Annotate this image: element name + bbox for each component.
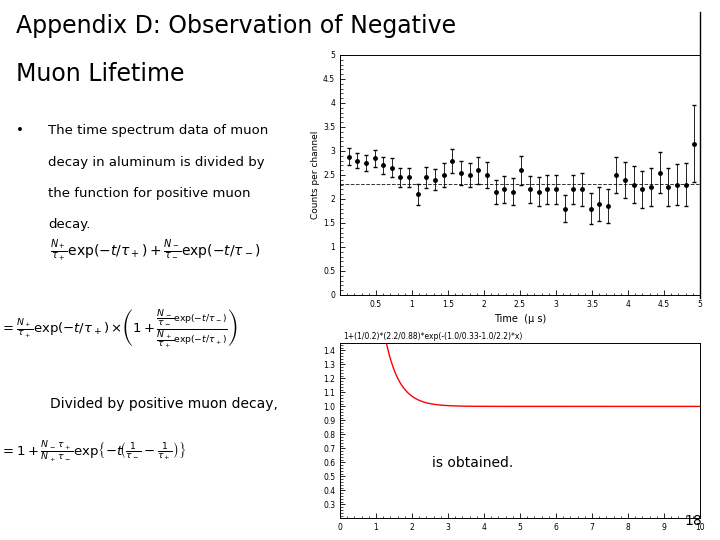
Text: decay in aluminum is divided by: decay in aluminum is divided by	[48, 156, 265, 168]
Text: $= 1 + \frac{N_-\,\tau_+}{N_+\,\tau_-}\exp\!\left\{-t\!\left(\frac{1}{\tau_-} - : $= 1 + \frac{N_-\,\tau_+}{N_+\,\tau_-}\e…	[0, 440, 186, 465]
Text: 18: 18	[684, 514, 702, 528]
Text: Appendix D: Observation of Negative: Appendix D: Observation of Negative	[16, 14, 456, 37]
Text: •: •	[16, 124, 24, 137]
Text: the function for positive muon: the function for positive muon	[48, 187, 251, 200]
Text: The time spectrum data of muon: The time spectrum data of muon	[48, 124, 269, 137]
Text: decay.: decay.	[48, 218, 91, 231]
Text: Muon Lifetime: Muon Lifetime	[16, 62, 184, 86]
Text: $\frac{N_+}{\tau_+}\mathrm{exp}(-t/\tau_+) + \frac{N_-}{\tau_-}\mathrm{exp}(-t/\: $\frac{N_+}{\tau_+}\mathrm{exp}(-t/\tau_…	[50, 238, 261, 264]
X-axis label: Time  (μ s): Time (μ s)	[494, 314, 546, 325]
Y-axis label: Counts per channel: Counts per channel	[311, 131, 320, 219]
Text: is obtained.: is obtained.	[432, 456, 513, 470]
Text: Divided by positive muon decay,: Divided by positive muon decay,	[50, 397, 278, 411]
Text: 1+(1/0.2)*(2.2/0.88)*exp(-(1.0/0.33-1.0/2.2)*x): 1+(1/0.2)*(2.2/0.88)*exp(-(1.0/0.33-1.0/…	[343, 332, 523, 341]
Text: $= \frac{N_+}{\tau_+}\mathrm{exp}(-t/\tau_+) \times\!\left(1 + \frac{\dfrac{N_-}: $= \frac{N_+}{\tau_+}\mathrm{exp}(-t/\ta…	[0, 308, 238, 352]
